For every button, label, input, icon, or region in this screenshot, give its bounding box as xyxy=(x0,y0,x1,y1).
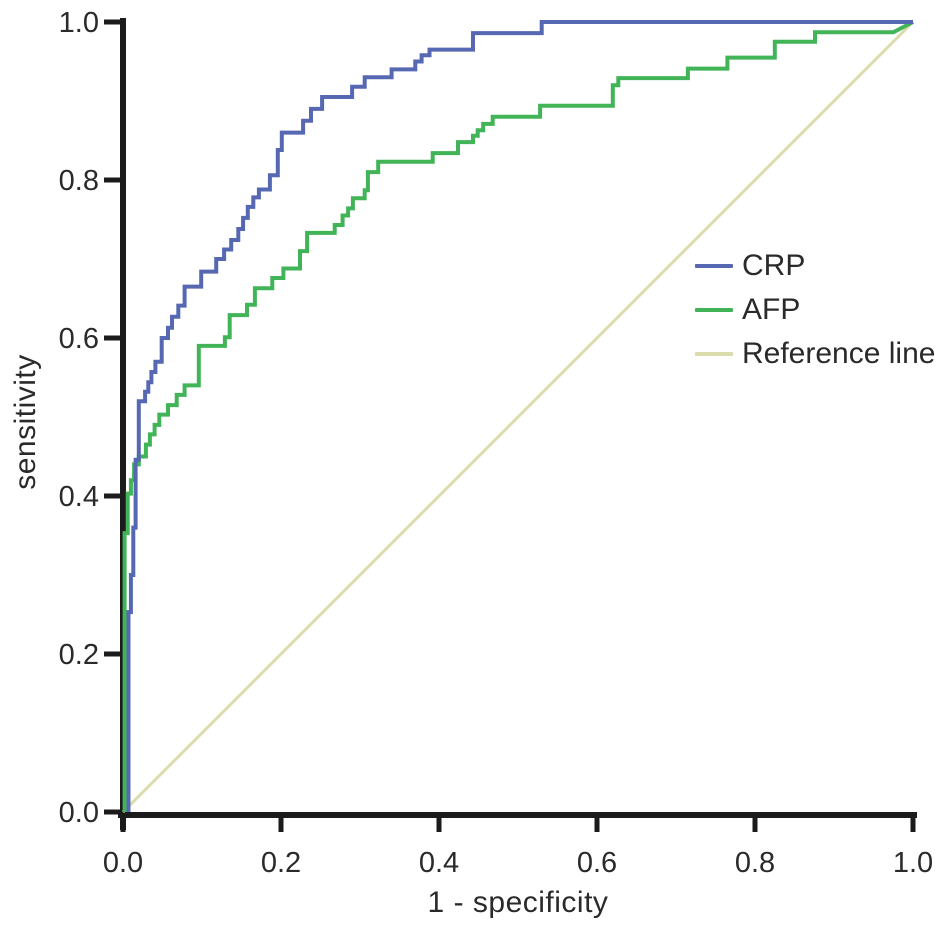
y-tick-label: 0.2 xyxy=(59,639,99,671)
legend-item-afp: AFP xyxy=(695,288,935,332)
legend-swatch-reference-line-icon xyxy=(695,352,733,356)
y-tick-label: 0.6 xyxy=(59,323,99,355)
legend-label-reference-line: Reference line xyxy=(742,337,936,370)
x-axis-title: 1 - specificity xyxy=(427,886,609,919)
series-crp xyxy=(126,20,913,812)
legend-item-reference-line: Reference line xyxy=(695,332,935,376)
x-tick-label: 0.6 xyxy=(577,847,617,879)
legend: CRP AFP Reference line xyxy=(695,244,935,376)
y-tick-label: 1.0 xyxy=(59,7,99,39)
y-tick-label: 0.8 xyxy=(59,165,99,197)
legend-item-crp: CRP xyxy=(695,244,935,288)
y-tick-label: 0.0 xyxy=(59,797,99,829)
series-reference-line xyxy=(121,20,915,814)
x-tick-label: 0.4 xyxy=(419,847,459,879)
legend-swatch-crp-icon xyxy=(695,264,733,268)
series-afp xyxy=(122,20,914,812)
legend-label-crp: CRP xyxy=(742,249,806,282)
x-tick-label: 1.0 xyxy=(893,847,933,879)
x-tick-label: 0.2 xyxy=(261,847,301,879)
x-tick-label: 0.8 xyxy=(735,847,775,879)
legend-swatch-afp-icon xyxy=(695,308,733,312)
legend-label-afp: AFP xyxy=(742,293,801,326)
y-tick-label: 0.4 xyxy=(59,481,99,513)
y-axis-title: sensitivity xyxy=(9,354,42,490)
x-tick-label: 0.0 xyxy=(103,847,143,879)
